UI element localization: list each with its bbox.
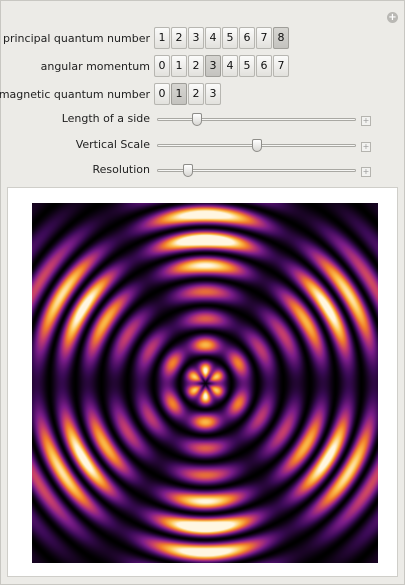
side-length-thumb[interactable] <box>192 113 203 126</box>
resolution-plus-icon[interactable]: + <box>361 167 371 177</box>
angular-option-1[interactable]: 1 <box>171 55 187 77</box>
principal-option-4[interactable]: 4 <box>205 27 221 49</box>
side-length-slider[interactable] <box>157 113 356 126</box>
resolution-slider[interactable] <box>157 164 356 177</box>
magnetic-option-0[interactable]: 0 <box>154 83 170 105</box>
angular-option-6[interactable]: 6 <box>256 55 272 77</box>
side-length-plus-icon[interactable]: + <box>361 116 371 126</box>
resolution-label: Resolution <box>92 163 150 176</box>
angular-option-7[interactable]: 7 <box>273 55 289 77</box>
side-length-row: Length of a side + <box>1 107 404 131</box>
principal-option-1[interactable]: 1 <box>154 27 170 49</box>
vertical-scale-thumb[interactable] <box>251 139 262 152</box>
angular-option-2[interactable]: 2 <box>188 55 204 77</box>
angular-label: angular momentum <box>40 60 150 73</box>
options-plus-icon[interactable]: + <box>387 12 398 23</box>
magnetic-option-1[interactable]: 1 <box>171 83 187 105</box>
magnetic-label: magnetic quantum number <box>0 88 150 101</box>
principal-option-3[interactable]: 3 <box>188 27 204 49</box>
principal-label: principal quantum number <box>2 32 150 45</box>
resolution-thumb[interactable] <box>182 164 193 177</box>
magnetic-option-2[interactable]: 2 <box>188 83 204 105</box>
vertical-scale-row: Vertical Scale + <box>1 133 404 157</box>
vertical-scale-label: Vertical Scale <box>75 138 150 151</box>
orbital-density-plot <box>32 203 378 563</box>
angular-option-0[interactable]: 0 <box>154 55 170 77</box>
angular-option-3[interactable]: 3 <box>205 55 221 77</box>
side-length-label: Length of a side <box>61 112 150 125</box>
principal-option-8[interactable]: 8 <box>273 27 289 49</box>
magnetic-option-3[interactable]: 3 <box>205 83 221 105</box>
principal-option-2[interactable]: 2 <box>171 27 187 49</box>
angular-option-4[interactable]: 4 <box>222 55 238 77</box>
principal-option-7[interactable]: 7 <box>256 27 272 49</box>
vertical-scale-plus-icon[interactable]: + <box>361 142 371 152</box>
principal-option-5[interactable]: 5 <box>222 27 238 49</box>
principal-option-6[interactable]: 6 <box>239 27 255 49</box>
angular-option-5[interactable]: 5 <box>239 55 255 77</box>
vertical-scale-slider[interactable] <box>157 139 356 152</box>
output-pane <box>7 187 398 577</box>
resolution-row: Resolution + <box>1 158 404 182</box>
